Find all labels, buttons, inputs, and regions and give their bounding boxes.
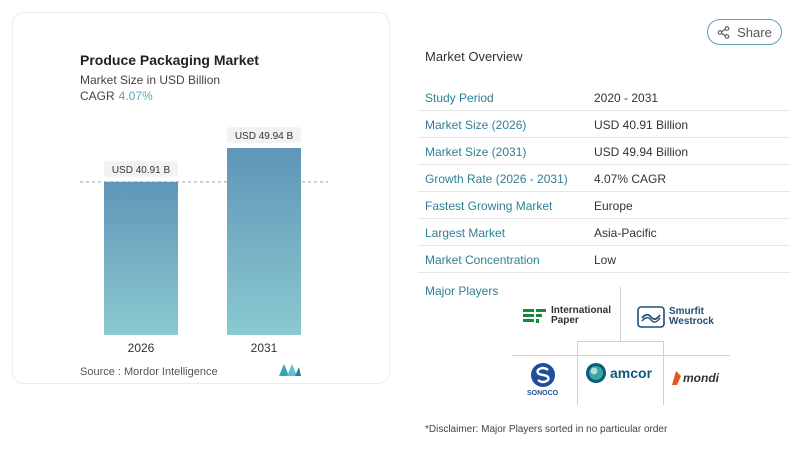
player-name: mondi <box>683 371 719 385</box>
overview-value: Europe <box>594 199 633 213</box>
overview-row: Market Size (2031) USD 49.94 Billion <box>418 138 790 165</box>
bar-2031 <box>227 148 301 335</box>
overview-row: Market Concentration Low <box>418 246 790 273</box>
overview-key: Market Size (2026) <box>425 118 527 132</box>
cagr-text: CAGR 4.07% <box>80 89 153 103</box>
player-logo-amcor: amcor <box>585 362 652 384</box>
overview-title: Market Overview <box>425 49 523 64</box>
overview-value: Asia-Pacific <box>594 226 657 240</box>
chart-subtitle: Market Size in USD Billion <box>80 73 221 87</box>
player-logo-sonoco: SONOCO <box>527 362 558 399</box>
overview-row: Largest Market Asia-Pacific <box>418 219 790 246</box>
bar-chart: USD 40.91 B 2026 USD 49.94 B 2031 <box>80 127 328 355</box>
divider <box>663 341 664 405</box>
data-label: USD 49.94 B <box>235 131 294 142</box>
data-label: USD 40.91 B <box>112 165 171 176</box>
divider <box>512 355 730 356</box>
overview-key: Fastest Growing Market <box>425 199 553 213</box>
overview-row: Fastest Growing Market Europe <box>418 192 790 219</box>
ip-logo-icon <box>523 309 546 323</box>
mordor-logo-icon <box>279 364 301 376</box>
overview-key: Market Concentration <box>425 253 540 267</box>
player-name-line: Paper <box>551 315 579 326</box>
divider <box>577 341 578 405</box>
cagr-value: 4.07% <box>118 89 153 103</box>
overview-value: USD 40.91 Billion <box>594 118 689 132</box>
overview-key: Market Size (2031) <box>425 145 527 159</box>
player-logo-mondi: mondi <box>670 370 719 386</box>
mondi-logo-icon <box>672 371 681 385</box>
amcor-logo-icon <box>586 363 606 383</box>
overview-value: 2020 - 2031 <box>594 91 659 105</box>
player-name-line: SONOCO <box>527 390 559 397</box>
x-tick-label: 2026 <box>128 341 155 355</box>
major-players-title: Major Players <box>425 284 499 298</box>
overview-row: Study Period 2020 - 2031 <box>418 84 790 111</box>
sonoco-logo-icon <box>530 363 555 387</box>
overview-row: Market Size (2026) USD 40.91 Billion <box>418 111 790 138</box>
chart-card <box>12 12 390 384</box>
overview-key: Growth Rate (2026 - 2031) <box>425 172 568 186</box>
divider <box>620 287 621 341</box>
player-name-line: Smurfit <box>669 306 704 317</box>
data-label-box <box>227 127 301 143</box>
player-name-line: Westrock <box>669 316 714 327</box>
overview-row: Growth Rate (2026 - 2031) 4.07% CAGR <box>418 165 790 192</box>
bar-2026 <box>104 181 178 335</box>
player-logo-international-paper: International Paper <box>522 306 611 326</box>
disclaimer-text: *Disclaimer: Major Players sorted in no … <box>425 424 668 435</box>
overview-value: 4.07% CAGR <box>594 172 667 186</box>
share-label: Share <box>737 24 772 40</box>
overview-key: Largest Market <box>425 226 506 240</box>
x-tick-label: 2031 <box>251 341 278 355</box>
share-icon <box>717 25 730 39</box>
player-name: amcor <box>610 365 653 381</box>
share-button[interactable]: Share <box>707 19 782 45</box>
divider <box>577 341 664 342</box>
chart-title: Produce Packaging Market <box>80 52 259 68</box>
player-name-line: International <box>551 305 612 316</box>
overview-value: Low <box>594 253 617 267</box>
overview-value: USD 49.94 Billion <box>594 145 689 159</box>
overview-key: Study Period <box>425 91 494 105</box>
smurfit-logo-icon <box>637 306 665 328</box>
source-text: Source : Mordor Intelligence <box>80 366 218 378</box>
cagr-label: CAGR <box>80 89 115 103</box>
player-logo-smurfit-westrock: Smurfit Westrock <box>637 306 714 328</box>
data-label-box <box>104 160 178 177</box>
